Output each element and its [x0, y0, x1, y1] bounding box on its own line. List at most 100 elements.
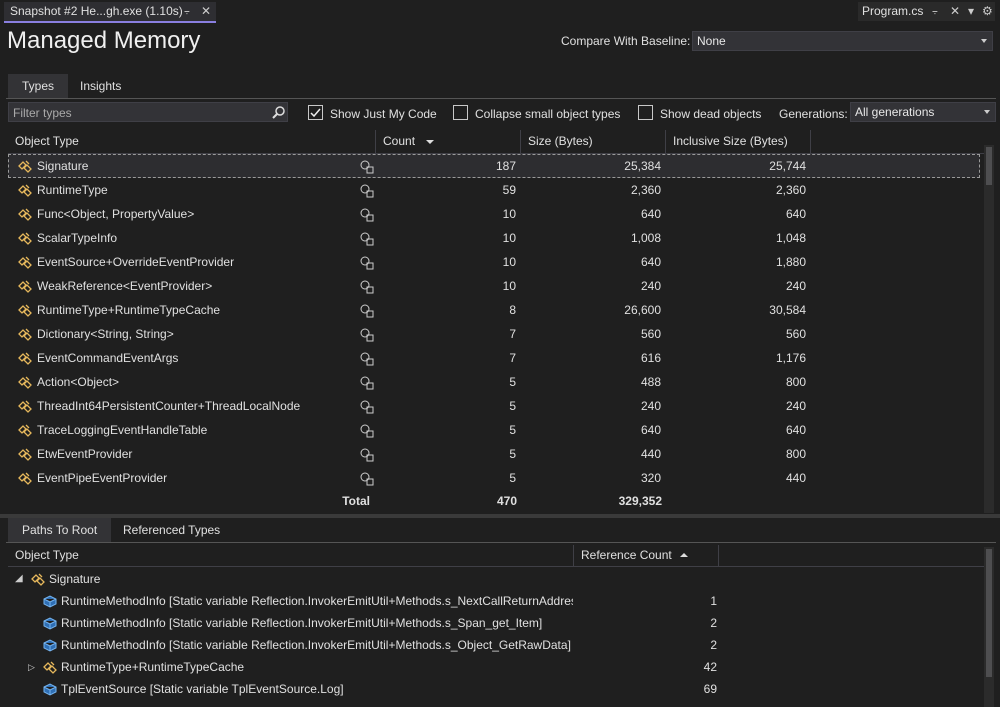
view-tab[interactable]: Types: [8, 74, 69, 98]
scrollbar[interactable]: [984, 547, 994, 707]
go-to-source-icon[interactable]: [360, 278, 374, 294]
document-tab[interactable]: Program.cs ⨪ ✕ ▾ ⚙: [858, 2, 995, 21]
settings-icon[interactable]: ⚙: [982, 4, 993, 18]
cell-number: 5: [509, 375, 516, 389]
table-row[interactable]: RuntimeType 59 2,360 2,360: [8, 178, 980, 202]
tree-row[interactable]: ▷ RuntimeType+RuntimeTypeCache 42: [8, 656, 980, 678]
go-to-source-icon[interactable]: [360, 254, 374, 270]
tree-row[interactable]: RuntimeMethodInfo [Static variable Refle…: [8, 634, 980, 656]
cell-number: 1,176: [775, 351, 806, 365]
table-row[interactable]: EventPipeEventProvider 5 320 440: [8, 466, 980, 490]
go-to-source-icon[interactable]: [360, 422, 374, 438]
baseline-label: Compare With Baseline:: [561, 34, 691, 48]
document-tab[interactable]: Snapshot #2 He...gh.exe (1.10s) ⨪ ✕: [4, 2, 216, 23]
class-icon: [17, 398, 33, 414]
go-to-source-icon[interactable]: [360, 206, 374, 222]
type-name: Func<Object, PropertyValue>: [37, 207, 195, 221]
table-row[interactable]: Dictionary<String, String> 7 560 560: [8, 322, 980, 346]
go-to-source-icon[interactable]: [360, 182, 374, 198]
go-to-source-icon[interactable]: [360, 446, 374, 462]
go-to-source-icon[interactable]: [360, 158, 374, 174]
cell-number: 25,744: [769, 159, 806, 173]
cell-number: 800: [785, 447, 806, 461]
column-header[interactable]: Object Type: [8, 130, 376, 153]
pin-icon[interactable]: ⨪: [932, 6, 938, 17]
paths-table: Object Type Reference Count ◢ Signature Runt…: [0, 545, 1000, 707]
go-to-source-icon[interactable]: [360, 350, 374, 366]
table-row[interactable]: Signature 187 25,384 25,744: [8, 154, 980, 178]
cell-number: 640: [785, 423, 806, 437]
table-row[interactable]: EventCommandEventArgs 7 616 1,176: [8, 346, 980, 370]
table-row[interactable]: WeakReference<EventProvider> 10 240 240: [8, 274, 980, 298]
type-name: ThreadInt64PersistentCounter+ThreadLocal…: [37, 399, 301, 413]
filter-box[interactable]: Filter types: [8, 102, 288, 122]
cell-number: 5: [509, 471, 516, 485]
type-name: WeakReference<EventProvider>: [37, 279, 213, 293]
tab-label: Snapshot #2 He...gh.exe (1.10s): [10, 4, 183, 18]
table-row[interactable]: RuntimeType+RuntimeTypeCache 8 26,600 30,58…: [8, 298, 980, 322]
go-to-source-icon[interactable]: [360, 326, 374, 342]
bottom-tab[interactable]: Referenced Types: [123, 523, 221, 537]
cell-number: 2,360: [630, 183, 661, 197]
expander[interactable]: ▷: [28, 662, 35, 672]
tree-row[interactable]: RuntimeMethodInfo [Static variable Refle…: [8, 612, 980, 634]
table-row[interactable]: EtwEventProvider 5 440 800: [8, 442, 980, 466]
go-to-source-icon[interactable]: [360, 398, 374, 414]
column-header[interactable]: Inclusive Size (Bytes): [666, 130, 811, 153]
baseline-dropdown[interactable]: None: [692, 31, 993, 51]
close-icon[interactable]: ✕: [201, 4, 212, 18]
scrollbar[interactable]: [984, 145, 994, 513]
cell-number: 2,360: [775, 183, 806, 197]
go-to-source-icon[interactable]: [360, 302, 374, 318]
tree-row[interactable]: ◢ Signature: [8, 568, 980, 590]
class-icon: [17, 470, 33, 486]
table-row[interactable]: TraceLoggingEventHandleTable 5 640 640: [8, 418, 980, 442]
column-header[interactable]: Reference Count: [574, 545, 719, 566]
instance-icon: [42, 681, 58, 697]
checkbox[interactable]: [638, 105, 653, 120]
go-to-source-icon[interactable]: [360, 374, 374, 390]
view-tab[interactable]: Insights: [80, 79, 122, 93]
expander[interactable]: ◢: [15, 573, 23, 584]
generations-label: Generations:: [779, 107, 848, 121]
reference-count: 42: [703, 660, 717, 674]
tree-row[interactable]: TplEventSource [Static variable TplEvent…: [8, 678, 980, 700]
type-name: RuntimeType+RuntimeTypeCache: [37, 303, 221, 317]
go-to-source-icon[interactable]: [360, 470, 374, 486]
cell-number: 5: [509, 423, 516, 437]
table-row[interactable]: Func<Object, PropertyValue> 10 640 640: [8, 202, 980, 226]
checkbox-label: Collapse small object types: [475, 107, 621, 121]
class-icon: [17, 230, 33, 246]
column-header[interactable]: Object Type: [8, 545, 574, 566]
column-header[interactable]: Size (Bytes): [521, 130, 666, 153]
table-header: Object Type Count Size (Bytes) Inclusive Si…: [8, 130, 984, 154]
checkbox[interactable]: [308, 105, 323, 120]
cell-number: 187: [495, 159, 516, 173]
close-icon[interactable]: ✕: [950, 4, 961, 18]
table-row[interactable]: ScalarTypeInfo 10 1,008 1,048: [8, 226, 980, 250]
type-name: Action<Object>: [37, 375, 120, 389]
table-row[interactable]: ThreadInt64PersistentCounter+ThreadLocal…: [8, 394, 980, 418]
generations-dropdown[interactable]: All generations: [850, 102, 996, 122]
column-header[interactable]: Count: [376, 130, 521, 153]
table-row[interactable]: Action<Object> 5 488 800: [8, 370, 980, 394]
cell-number: 240: [640, 399, 661, 413]
table-row[interactable]: EventSource+OverrideEventProvider 10 640 1,…: [8, 250, 980, 274]
class-icon: [30, 571, 46, 587]
class-icon: [17, 326, 33, 342]
filter-placeholder: Filter types: [13, 106, 72, 120]
total-count: 470: [496, 494, 517, 508]
go-to-source-icon[interactable]: [360, 230, 374, 246]
path-name: RuntimeMethodInfo [Static variable Refle…: [61, 594, 573, 608]
class-icon: [17, 278, 33, 294]
class-icon: [17, 182, 33, 198]
cell-number: 320: [640, 471, 661, 485]
bottom-tab[interactable]: Paths To Root: [8, 518, 112, 542]
tree-row[interactable]: RuntimeMethodInfo [Static variable Refle…: [8, 590, 980, 612]
class-icon: [17, 446, 33, 462]
dropdown-icon[interactable]: ▾: [968, 4, 975, 18]
splitter[interactable]: [0, 514, 1000, 518]
checkbox[interactable]: [453, 105, 468, 120]
pin-icon[interactable]: ⨪: [184, 6, 190, 17]
